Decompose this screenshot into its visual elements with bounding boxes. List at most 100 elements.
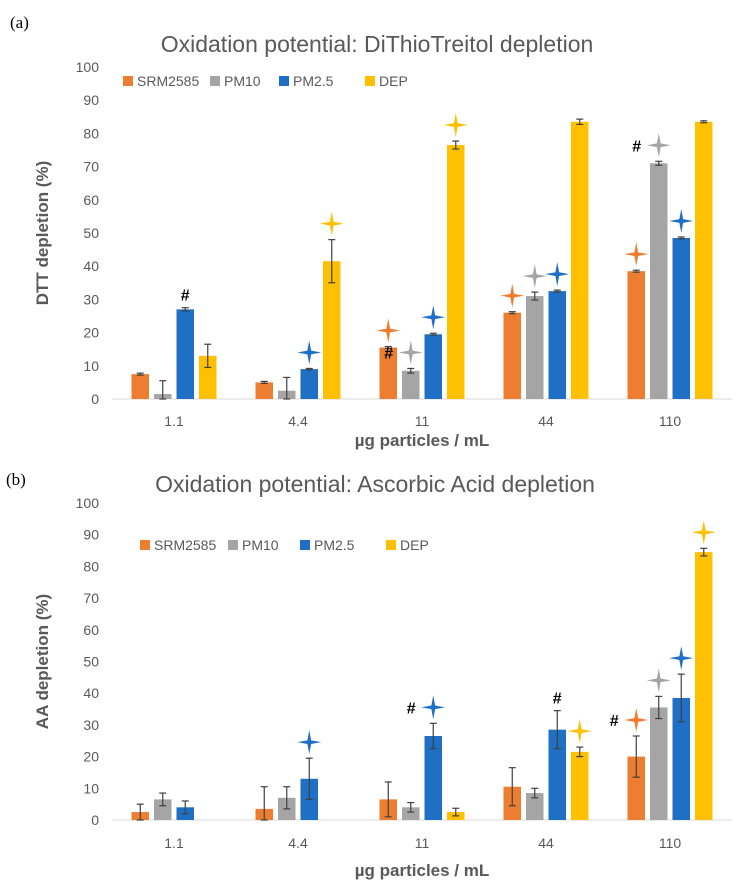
y-axis-title: AA depletion (%) [33,594,52,729]
bar-dep-4.4 [323,261,341,399]
significance-star-srm2585 [624,708,649,732]
bar-dep-110 [695,121,713,399]
legend-label: PM2.5 [293,73,334,89]
hash-marker: # [181,288,190,305]
significance-star-pm25 [421,695,446,720]
hash-marker: # [632,138,641,155]
bar-srm2585-1.1 [131,374,149,399]
y-tick-label: 40 [83,258,99,274]
y-tick-label: 30 [83,291,99,307]
hash-marker: # [407,700,416,717]
hash-marker: # [553,691,562,708]
y-tick-label: 100 [76,495,100,511]
bar-pm10-1.1 [154,799,172,820]
y-tick-label: 100 [76,59,100,75]
y-axis-title: DTT depletion (%) [33,161,52,305]
bar-dep-110 [695,552,713,820]
legend-label: DEP [379,73,408,89]
legend-label: PM2.5 [314,537,355,553]
y-tick-label: 50 [83,225,99,241]
x-axis-title: µg particles / mL [355,861,490,880]
legend-swatch-dep [386,540,396,550]
x-axis-title: µg particles / mL [355,431,490,450]
x-tick-label: 1.1 [164,835,184,851]
panel-label: (b) [6,470,26,489]
y-tick-label: 90 [83,527,99,543]
significance-star-dep [567,719,592,744]
chart-title: Oxidation potential: DiThioTreitol deple… [161,31,594,57]
significance-star-srm2585 [376,318,401,343]
y-tick-label: 20 [83,325,99,341]
y-tick-label: 70 [83,159,99,175]
y-tick-label: 60 [83,622,99,638]
bar-pm25-4.4 [300,369,318,399]
legend: SRM2585 PM10 PM2.5 DEP [140,537,429,553]
y-tick-label: 30 [83,717,99,733]
bar-pm10-110 [650,707,668,820]
bar-pm25-44 [548,729,566,820]
legend-label: PM10 [242,537,279,553]
bar-pm10-11 [402,370,420,399]
bar-pm25-44 [548,291,566,399]
legend-swatch-pm25 [279,76,289,86]
y-tick-label: 60 [83,192,99,208]
bar-srm2585-4.4 [255,382,273,399]
significance-star-pm25 [297,340,322,365]
x-tick-label: 11 [415,835,430,851]
y-tick-label: 70 [83,590,99,606]
y-tick-label: 0 [91,391,99,407]
bar-pm25-11 [424,334,442,399]
chart-panel-aa: (b) Oxidation potential: Ascorbic Acid de… [6,470,732,880]
x-tick-label: 110 [659,413,682,429]
significance-star-dep [443,113,468,138]
bar-pm25-11 [424,735,442,820]
significance-star-pm25 [669,208,694,233]
legend-label: DEP [400,537,429,553]
y-tick-label: 10 [83,780,99,796]
y-tick-label: 40 [83,685,99,701]
hash-marker: # [610,713,619,730]
significance-star-dep [319,211,344,236]
legend-label: SRM2585 [137,73,199,89]
panel-label: (a) [10,13,29,32]
chart-title: Oxidation potential: Ascorbic Acid deple… [155,471,595,497]
significance-star-pm10 [646,668,671,693]
x-tick-label: 44 [538,413,554,429]
significance-star-pm10 [398,340,423,365]
bar-pm10-44 [526,793,544,820]
legend-swatch-pm10 [210,76,220,86]
bar-pm10-11 [402,807,420,820]
y-tick-label: 20 [83,749,99,765]
bar-srm2585-110 [627,271,645,399]
bar-pm25-1.1 [176,309,194,399]
legend-label: PM10 [224,73,261,89]
bar-dep-44 [571,751,589,820]
x-tick-label: 44 [538,835,554,851]
chart-panel-dtt: (a) Oxidation potential: DiThioTreitol de… [10,13,732,450]
significance-star-srm2585 [500,283,525,308]
bar-pm25-110 [672,697,690,820]
bar-pm25-110 [672,237,690,399]
bar-dep-1.1 [199,355,217,399]
y-tick-label: 50 [83,654,99,670]
bar-pm10-110 [650,163,668,399]
legend-swatch-pm10 [228,540,238,550]
legend-swatch-pm25 [300,540,310,550]
significance-star-pm10 [522,264,547,289]
x-tick-label: 110 [659,835,682,851]
x-tick-label: 11 [415,413,430,429]
significance-star-pm10 [646,133,671,158]
legend-swatch-srm2585 [123,76,133,86]
y-tick-label: 80 [83,558,99,574]
bar-pm10-44 [526,296,544,399]
y-tick-label: 90 [83,92,99,108]
legend-swatch-dep [365,76,375,86]
significance-star-dep [691,520,716,545]
hash-marker: # [384,345,393,362]
bar-dep-11 [447,145,465,399]
significance-star-pm25 [545,262,570,287]
y-tick-label: 80 [83,125,99,141]
significance-star-pm25 [669,646,694,671]
x-tick-label: 4.4 [288,413,308,429]
